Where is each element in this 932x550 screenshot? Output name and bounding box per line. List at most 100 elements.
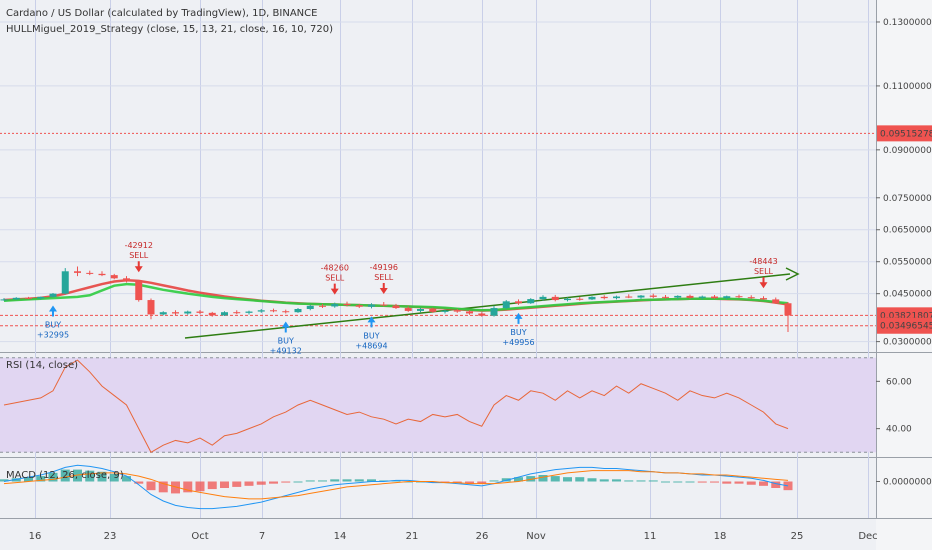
symbol-title[interactable]: Cardano / US Dollar (calculated by Tradi… xyxy=(6,8,318,19)
x-axis-label: 21 xyxy=(406,531,419,542)
sell-label: SELL xyxy=(754,267,774,276)
candle-body xyxy=(135,281,143,301)
buy-pnl: +48694 xyxy=(355,341,387,350)
candle-body xyxy=(404,308,412,311)
macd-bar xyxy=(697,481,707,483)
candle-body xyxy=(319,305,326,307)
price-axis-label: 0.13000000 xyxy=(883,18,932,28)
macd-title[interactable]: MACD (12, 26, close, 9) xyxy=(6,470,124,481)
macd-bar xyxy=(722,481,732,484)
buy-label: BUY xyxy=(278,336,294,345)
x-axis-label: Oct xyxy=(191,531,208,542)
buy-arrow xyxy=(367,316,376,328)
candle-body xyxy=(331,303,339,307)
price-axis-label: 0.07500000 xyxy=(883,194,932,204)
candle-body xyxy=(502,301,510,309)
macd-bar xyxy=(109,473,119,482)
candle-body xyxy=(674,295,682,298)
buy-pnl: +32995 xyxy=(37,330,69,339)
price-tag-box xyxy=(877,125,932,142)
candle-body xyxy=(453,310,461,312)
candle-body xyxy=(637,295,645,298)
price-axis-label: 0.04500000 xyxy=(883,290,932,300)
candle-body xyxy=(172,312,179,314)
strategy-title[interactable]: HULLMiguel_2019_Strategy (close, 15, 13,… xyxy=(6,24,334,35)
candle-body xyxy=(196,311,204,313)
x-axis-label: 23 xyxy=(104,531,117,542)
rsi-band xyxy=(0,357,876,453)
macd-bar xyxy=(771,481,781,488)
macd-bar xyxy=(171,481,180,494)
candle-body xyxy=(515,301,522,304)
x-axis-label: 16 xyxy=(29,531,42,542)
macd-bar xyxy=(391,480,401,482)
macd-bar xyxy=(158,481,168,493)
candle-body xyxy=(233,312,241,314)
x-axis: 16 23 Oct 7 14 21 26 Nov 11 18 25 Dec xyxy=(29,531,878,542)
macd-axis-label: 0.0000000 xyxy=(883,478,932,488)
macd-bar xyxy=(11,478,21,482)
candle-body xyxy=(282,311,290,313)
candle-body xyxy=(649,295,657,297)
candle-body xyxy=(12,297,20,300)
price-axis-label: 0.05500000 xyxy=(883,258,932,268)
macd-bar xyxy=(501,478,511,482)
candle-body xyxy=(49,293,57,297)
macd-bar xyxy=(428,481,438,483)
sell-pnl: -49196 xyxy=(370,263,398,272)
candle-body xyxy=(588,296,596,300)
price-axis-background xyxy=(876,0,932,550)
sell-arrow xyxy=(134,261,143,273)
buy-label: BUY xyxy=(510,328,526,337)
candles xyxy=(0,266,792,333)
macd-bar xyxy=(538,475,548,482)
candle-body xyxy=(478,313,486,316)
macd-bar xyxy=(367,479,376,482)
trendline-arrow xyxy=(785,267,800,281)
macd-bar xyxy=(232,481,242,487)
rsi-title[interactable]: RSI (14, close) xyxy=(6,360,79,371)
sell-arrow xyxy=(759,277,768,289)
candle-body xyxy=(270,310,277,312)
macd-bar xyxy=(48,472,58,482)
macd-histogram xyxy=(0,469,793,494)
candle-body xyxy=(711,296,718,299)
macd-bar xyxy=(85,470,95,482)
x-axis-label: 14 xyxy=(334,531,347,542)
macd-bar xyxy=(97,471,107,482)
macd-bar xyxy=(73,469,82,482)
price-axis-label: 0.06500000 xyxy=(883,226,932,236)
macd-bar xyxy=(624,480,634,482)
rsi-axis-label: 60.00 xyxy=(886,377,912,387)
candle-body xyxy=(0,299,8,301)
price-axis-label: 0.03000000 xyxy=(883,338,932,348)
candle-body xyxy=(147,300,155,315)
candle-body xyxy=(429,309,437,312)
candle-body xyxy=(662,296,669,298)
macd-bar xyxy=(244,481,254,486)
candle-body xyxy=(490,308,498,316)
macd-bar xyxy=(477,481,487,484)
sell-arrow xyxy=(330,283,339,295)
buy-pnl: +49132 xyxy=(270,346,302,355)
candle-body xyxy=(86,272,94,274)
buy-arrow xyxy=(514,312,523,324)
candle-body xyxy=(306,305,314,310)
candle-body xyxy=(245,311,253,313)
macd-bar xyxy=(24,477,33,482)
candle-body xyxy=(368,304,375,307)
trade-markers: BUY+32995SELL-42912BUY+49132SELL-48260BU… xyxy=(37,241,778,355)
price-tag-label: 0.09515278 xyxy=(880,129,932,139)
candle-body xyxy=(564,298,571,301)
candle-body xyxy=(257,310,265,312)
sell-label: SELL xyxy=(374,273,394,282)
macd-bar xyxy=(710,481,719,483)
macd-bar xyxy=(575,477,585,482)
macd-bar xyxy=(220,481,229,488)
macd-bar xyxy=(685,481,695,483)
x-axis-label: 26 xyxy=(476,531,489,542)
buy-arrow xyxy=(281,321,290,333)
sell-label: SELL xyxy=(129,251,149,260)
